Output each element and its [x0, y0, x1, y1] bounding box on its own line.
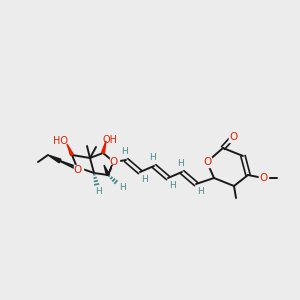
Bar — [259, 175, 268, 182]
Text: H: H — [96, 187, 102, 196]
Bar — [96, 186, 102, 196]
Text: H: H — [121, 148, 128, 157]
Polygon shape — [48, 155, 61, 163]
Bar — [119, 182, 125, 191]
Bar — [74, 167, 82, 173]
Text: HO: HO — [52, 136, 68, 146]
Text: O: O — [74, 165, 82, 175]
Bar — [104, 135, 116, 145]
Bar — [260, 173, 267, 183]
Polygon shape — [104, 165, 110, 175]
Polygon shape — [101, 141, 106, 153]
Bar — [110, 157, 118, 167]
Text: OH: OH — [103, 135, 118, 145]
Polygon shape — [108, 165, 112, 175]
Bar — [142, 174, 148, 184]
Polygon shape — [67, 144, 74, 156]
Bar — [121, 147, 127, 157]
Bar — [229, 134, 238, 140]
Text: O: O — [259, 173, 267, 183]
Text: O: O — [110, 157, 118, 167]
Bar — [110, 158, 118, 166]
Text: O: O — [229, 132, 237, 142]
Bar — [74, 165, 82, 175]
Bar — [230, 132, 237, 142]
Bar — [170, 180, 176, 190]
Bar — [149, 153, 155, 163]
Text: H: H — [148, 154, 155, 163]
Text: H: H — [118, 182, 125, 191]
Bar — [54, 136, 66, 146]
Text: H: H — [177, 160, 183, 169]
Text: H: H — [198, 187, 204, 196]
Bar — [203, 157, 211, 167]
Bar — [202, 158, 211, 166]
Text: H: H — [142, 175, 148, 184]
Text: O: O — [203, 157, 211, 167]
Text: H: H — [169, 181, 176, 190]
Bar — [177, 159, 183, 169]
Bar — [198, 186, 204, 196]
